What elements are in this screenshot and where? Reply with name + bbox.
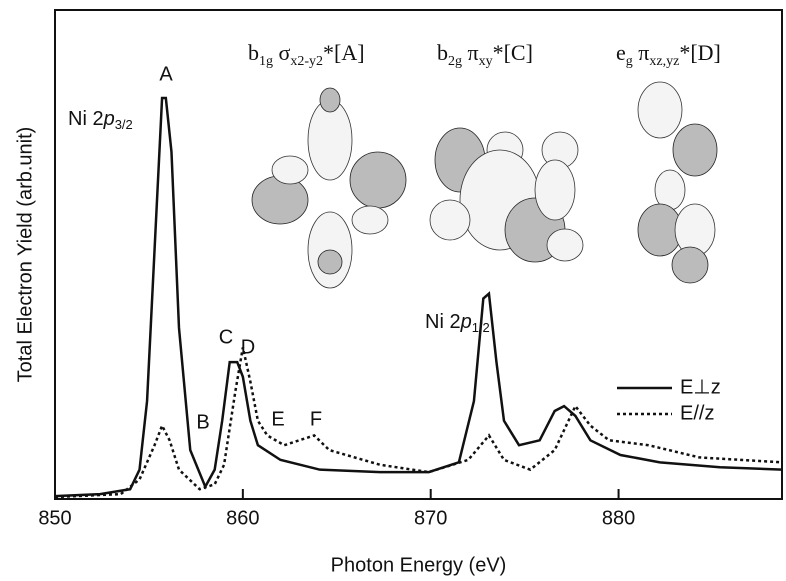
- peak-annotation: E: [271, 408, 284, 430]
- orbital-label-text: π: [462, 40, 479, 65]
- orbital-label-sub: x2-y2: [290, 54, 323, 69]
- series-line: [54, 96, 783, 498]
- peak-label: Ni 2p3/2: [68, 108, 133, 132]
- x-tick-label: 860: [226, 507, 259, 529]
- x-tick-label: 880: [602, 507, 635, 529]
- orbital-label-text: π: [633, 40, 650, 65]
- peak-annotation: A: [159, 63, 173, 85]
- legend-label: E//z: [680, 402, 714, 424]
- orbital-label: eg πxz,yz*[D]: [616, 40, 721, 69]
- orbital-illustration: [251, 81, 718, 289]
- orbital-label-sub: 1g: [259, 54, 273, 69]
- peak-annotation: F: [310, 408, 322, 430]
- peak-label: Ni 2p1/2: [425, 311, 490, 335]
- legend-label: E⊥z: [680, 376, 721, 398]
- series-line: [54, 347, 783, 499]
- x-tick-label: 870: [414, 507, 447, 529]
- peak-label-text: Ni 2: [425, 311, 461, 333]
- peak-label-italic: p: [103, 108, 115, 130]
- plot-frame: [54, 9, 783, 500]
- orbital-label-sub: xz,yz: [649, 54, 679, 69]
- orbital-label: b1g σx2-y2*[A]: [248, 40, 365, 69]
- peak-annotation: B: [196, 411, 209, 433]
- y-axis-label: Total Electron Yield (arb.unit): [14, 127, 36, 383]
- peak-annotation: D: [241, 336, 255, 358]
- orbital-label-text: *[C]: [493, 40, 533, 65]
- orbital-label-sub: xy: [479, 54, 493, 69]
- orbital-label-sub: 2g: [448, 54, 462, 69]
- peak-label-text: Ni 2: [68, 108, 104, 130]
- peak-label-italic: p: [460, 311, 472, 333]
- orbital-label-text: e: [616, 40, 626, 65]
- orbital-label: b2g πxy*[C]: [437, 40, 533, 69]
- orbital-label-text: b: [437, 40, 448, 65]
- peak-label-sub: 1/2: [472, 320, 490, 335]
- peak-annotation: C: [219, 326, 233, 348]
- x-tick-label: 850: [38, 507, 71, 529]
- orbital-label-sub: g: [626, 54, 633, 69]
- x-axis-label: Photon Energy (eV): [331, 554, 507, 576]
- peak-label-sub: 3/2: [115, 117, 133, 132]
- orbital-label-text: *[D]: [679, 40, 721, 65]
- orbital-label-text: *[A]: [323, 40, 365, 65]
- orbital-label-text: σ: [273, 40, 291, 65]
- orbital-label-text: b: [248, 40, 259, 65]
